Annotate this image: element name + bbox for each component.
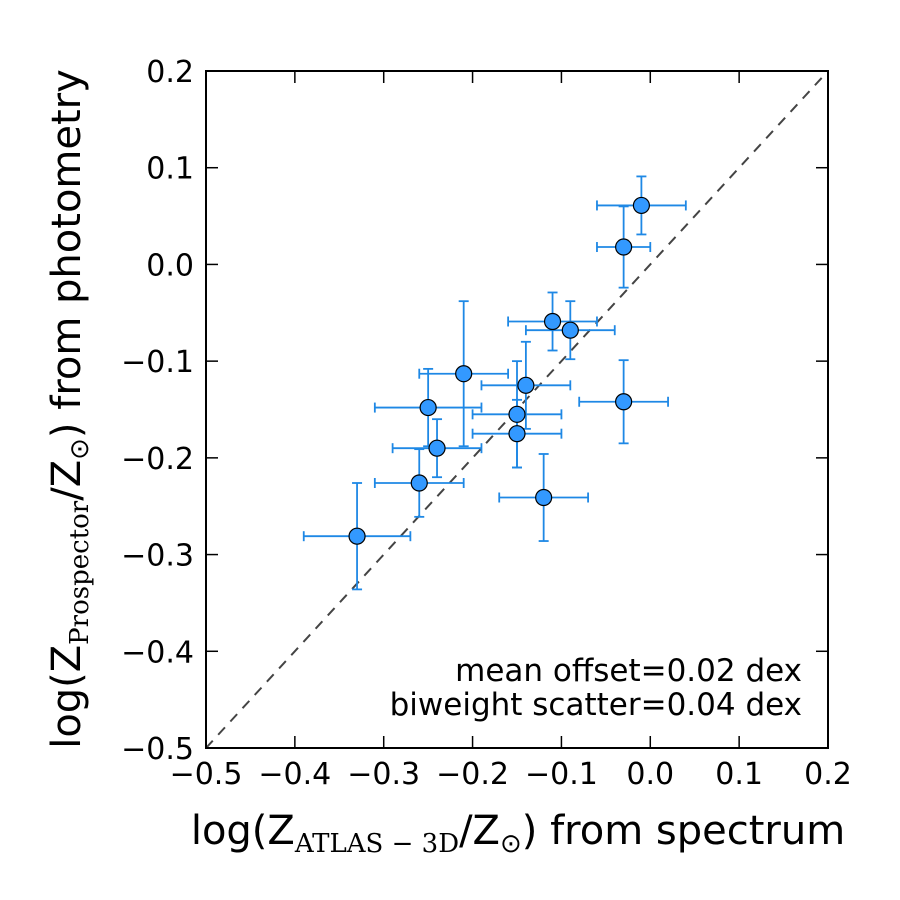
plot-frame [205, 70, 829, 749]
data-point [543, 312, 562, 331]
data-point [517, 376, 535, 394]
y-axis-label-suffix: /Z [44, 460, 90, 501]
y-tick-label: −0.3 [121, 539, 194, 574]
data-point [615, 238, 633, 256]
x-tick-label: −0.5 [170, 757, 243, 792]
x-axis-label-sun-symbol: ⊙ [500, 829, 522, 859]
x-tick-label: 0.2 [804, 757, 852, 792]
y-axis-label-sun-symbol: ⊙ [65, 438, 95, 460]
x-axis-label: log(ZATLAS − 3D/Z⊙) from spectrum [191, 808, 845, 859]
x-tick-label: −0.1 [525, 757, 598, 792]
data-point [508, 405, 526, 423]
data-point [410, 474, 428, 492]
y-axis-label-subscript: Prospector [65, 500, 95, 645]
x-tick-label: 0.1 [715, 757, 763, 792]
x-axis-label-suffix: /Z [459, 808, 500, 854]
y-tick-label: −0.5 [121, 732, 194, 767]
annotation-biweight-scatter: biweight scatter=0.04 dex [390, 687, 802, 723]
y-axis-label-tail: ) from photometry [44, 69, 90, 438]
data-point [561, 321, 579, 339]
data-point [632, 196, 651, 215]
x-axis-label-tail: ) from spectrum [522, 808, 845, 854]
annotation-mean-offset: mean offset=0.02 dex [455, 653, 802, 689]
plot-area [205, 70, 829, 749]
x-tick-label: −0.2 [436, 757, 509, 792]
y-tick-label: −0.1 [121, 345, 194, 380]
axis-ticks: −0.5 −0.4 −0.3 −0.2 −0.1 0.0 0.1 0.2 −0.5 −0.4 −0.… [121, 55, 852, 792]
y-axis-label: log(ZProspector/Z⊙) from photometry [44, 69, 95, 749]
y-axis-label-prefix: log(Z [44, 645, 90, 749]
data-point [428, 439, 446, 457]
data-point [419, 398, 437, 417]
y-tick-label: −0.4 [121, 635, 194, 670]
y-tick-label: 0.2 [146, 55, 194, 90]
data-point [508, 425, 526, 443]
x-tick-label: 0.0 [626, 757, 674, 792]
data-point [455, 365, 473, 383]
data-point [348, 527, 366, 545]
x-tick-label: −0.3 [347, 757, 420, 792]
data-point [615, 393, 633, 411]
data-point [535, 488, 553, 507]
y-tick-label: −0.2 [121, 442, 194, 477]
x-axis-label-prefix: log(Z [191, 808, 295, 854]
x-tick-label: −0.4 [258, 757, 331, 792]
x-axis-label-subscript: ATLAS − 3D [294, 829, 459, 859]
y-tick-label: 0.0 [146, 248, 194, 283]
y-tick-label: 0.1 [146, 152, 194, 187]
